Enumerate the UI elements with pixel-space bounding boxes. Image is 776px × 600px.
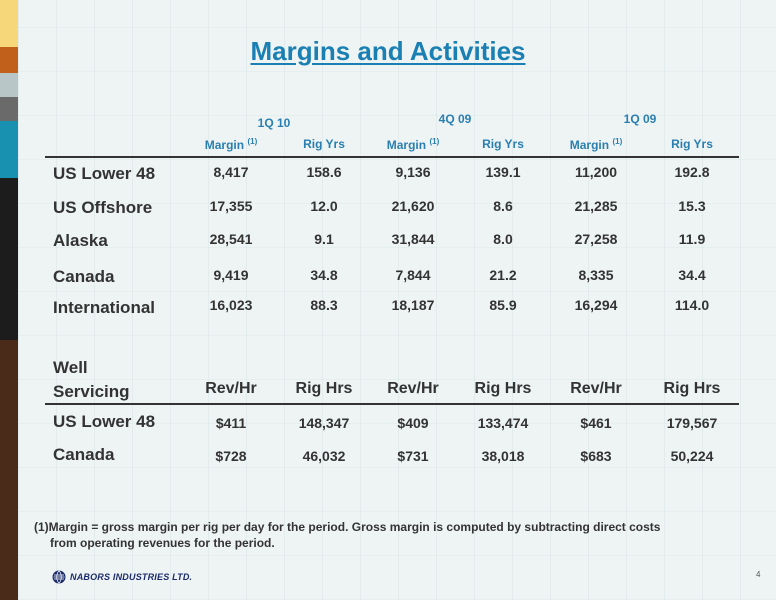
table-cell: 34.8 xyxy=(310,267,338,283)
footnote: (1)Margin = gross margin per rig per day… xyxy=(34,519,734,551)
table-cell: 7,844 xyxy=(395,267,431,283)
column-header: Rig Yrs xyxy=(671,137,713,151)
footnote-marker: (1) xyxy=(34,520,49,534)
background-texture xyxy=(18,0,776,600)
company-logo: NABORS INDUSTRIES LTD. xyxy=(52,570,192,584)
row-label: US Offshore xyxy=(53,198,153,217)
column-header: Rig Hrs xyxy=(295,380,353,397)
footnote-marker: (1) xyxy=(429,137,440,146)
row-label: Canada xyxy=(53,267,115,286)
table-rule xyxy=(45,156,739,158)
table-cell: 9.1 xyxy=(314,231,334,247)
row-label: US Lower 48 xyxy=(53,164,156,183)
footnote-marker: (1) xyxy=(612,137,623,146)
column-header: Rev/Hr xyxy=(205,380,257,397)
page-title: Margins and Activities xyxy=(250,36,526,66)
table-cell: $409 xyxy=(397,415,429,431)
table-cell: 34.4 xyxy=(678,267,706,283)
column-header: Margin (1) xyxy=(551,137,641,152)
table-cell: 192.8 xyxy=(674,164,710,180)
table-cell: $683 xyxy=(580,448,612,464)
table-cell: 11.9 xyxy=(678,231,706,247)
table-cell: 148,347 xyxy=(298,415,350,431)
footnote-text: Margin = gross margin per rig per day fo… xyxy=(48,520,661,534)
table-cell: $731 xyxy=(397,448,429,464)
table-cell: 27,258 xyxy=(574,231,618,247)
section-label-line: Well xyxy=(53,358,88,377)
column-header: Margin (1) xyxy=(368,137,458,152)
table-cell: 46,032 xyxy=(302,448,346,464)
table-cell: 21,285 xyxy=(574,198,618,214)
table-cell: 9,419 xyxy=(213,267,249,283)
table-cell: 15.3 xyxy=(678,198,706,214)
table-cell: $461 xyxy=(580,415,612,431)
nabors-globe-icon xyxy=(52,570,66,584)
table-cell: 158.6 xyxy=(306,164,342,180)
table-cell: 9,136 xyxy=(395,164,431,180)
row-label: Canada xyxy=(53,445,115,464)
period-header: 1Q 09 xyxy=(623,112,657,126)
table-cell: 28,541 xyxy=(209,231,253,247)
column-header: Rig Yrs xyxy=(303,137,345,151)
column-header: Rig Hrs xyxy=(474,380,532,397)
table-cell: 139.1 xyxy=(485,164,521,180)
logo-text: NABORS INDUSTRIES LTD. xyxy=(70,572,193,582)
table-cell: 8,417 xyxy=(213,164,249,180)
table-cell: 88.3 xyxy=(310,297,338,313)
table-cell: 21,620 xyxy=(391,198,435,214)
column-header: Rig Hrs xyxy=(663,380,721,397)
column-header-label: Margin xyxy=(569,138,610,152)
table-cell: 8.0 xyxy=(493,231,513,247)
column-header-label: Margin xyxy=(386,138,427,152)
column-header: Rev/Hr xyxy=(387,380,439,397)
stripe-segment xyxy=(0,0,18,47)
table-cell: 16,294 xyxy=(574,297,618,313)
table-cell: 18,187 xyxy=(391,297,435,313)
table-cell: 114.0 xyxy=(674,297,710,313)
table-cell: 31,844 xyxy=(391,231,435,247)
table-cell: 16,023 xyxy=(209,297,253,313)
period-header: 4Q 09 xyxy=(438,112,472,126)
section-label-line: Servicing xyxy=(53,382,130,401)
table-cell: 8.6 xyxy=(493,198,513,214)
column-header: Margin (1) xyxy=(186,137,276,152)
table-cell: 11,200 xyxy=(574,164,618,180)
table-cell: 50,224 xyxy=(670,448,714,464)
table-cell: 17,355 xyxy=(209,198,253,214)
stripe-segment xyxy=(0,97,18,121)
table-cell: 133,474 xyxy=(477,415,529,431)
table-cell: 8,335 xyxy=(578,267,614,283)
table-cell: $728 xyxy=(215,448,247,464)
table-cell: 85.9 xyxy=(489,297,517,313)
stripe-segment xyxy=(0,178,18,340)
table-cell: 12.0 xyxy=(310,198,338,214)
stripe-segment xyxy=(0,121,18,178)
row-label: International xyxy=(53,298,156,317)
table-cell: $411 xyxy=(215,415,247,431)
stripe-segment xyxy=(0,47,18,73)
column-header-label: Margin xyxy=(204,138,245,152)
table-cell: 21.2 xyxy=(489,267,517,283)
row-label: US Lower 48 xyxy=(53,412,156,431)
column-header: Rig Yrs xyxy=(482,137,524,151)
table-cell: 179,567 xyxy=(666,415,718,431)
stripe-segment xyxy=(0,73,18,97)
stripe-segment xyxy=(0,340,18,600)
table-cell: 38,018 xyxy=(481,448,525,464)
page-number: 4 xyxy=(756,570,761,579)
footnote-line: (1)Margin = gross margin per rig per day… xyxy=(34,519,734,535)
period-header: 1Q 10 xyxy=(257,116,291,130)
table-rule xyxy=(45,403,739,405)
section-label-well-servicing: Well Servicing xyxy=(53,356,130,404)
column-header: Rev/Hr xyxy=(570,380,622,397)
footnote-marker: (1) xyxy=(247,137,258,146)
footnote-line: from operating revenues for the period. xyxy=(50,536,275,550)
row-label: Alaska xyxy=(53,231,108,250)
